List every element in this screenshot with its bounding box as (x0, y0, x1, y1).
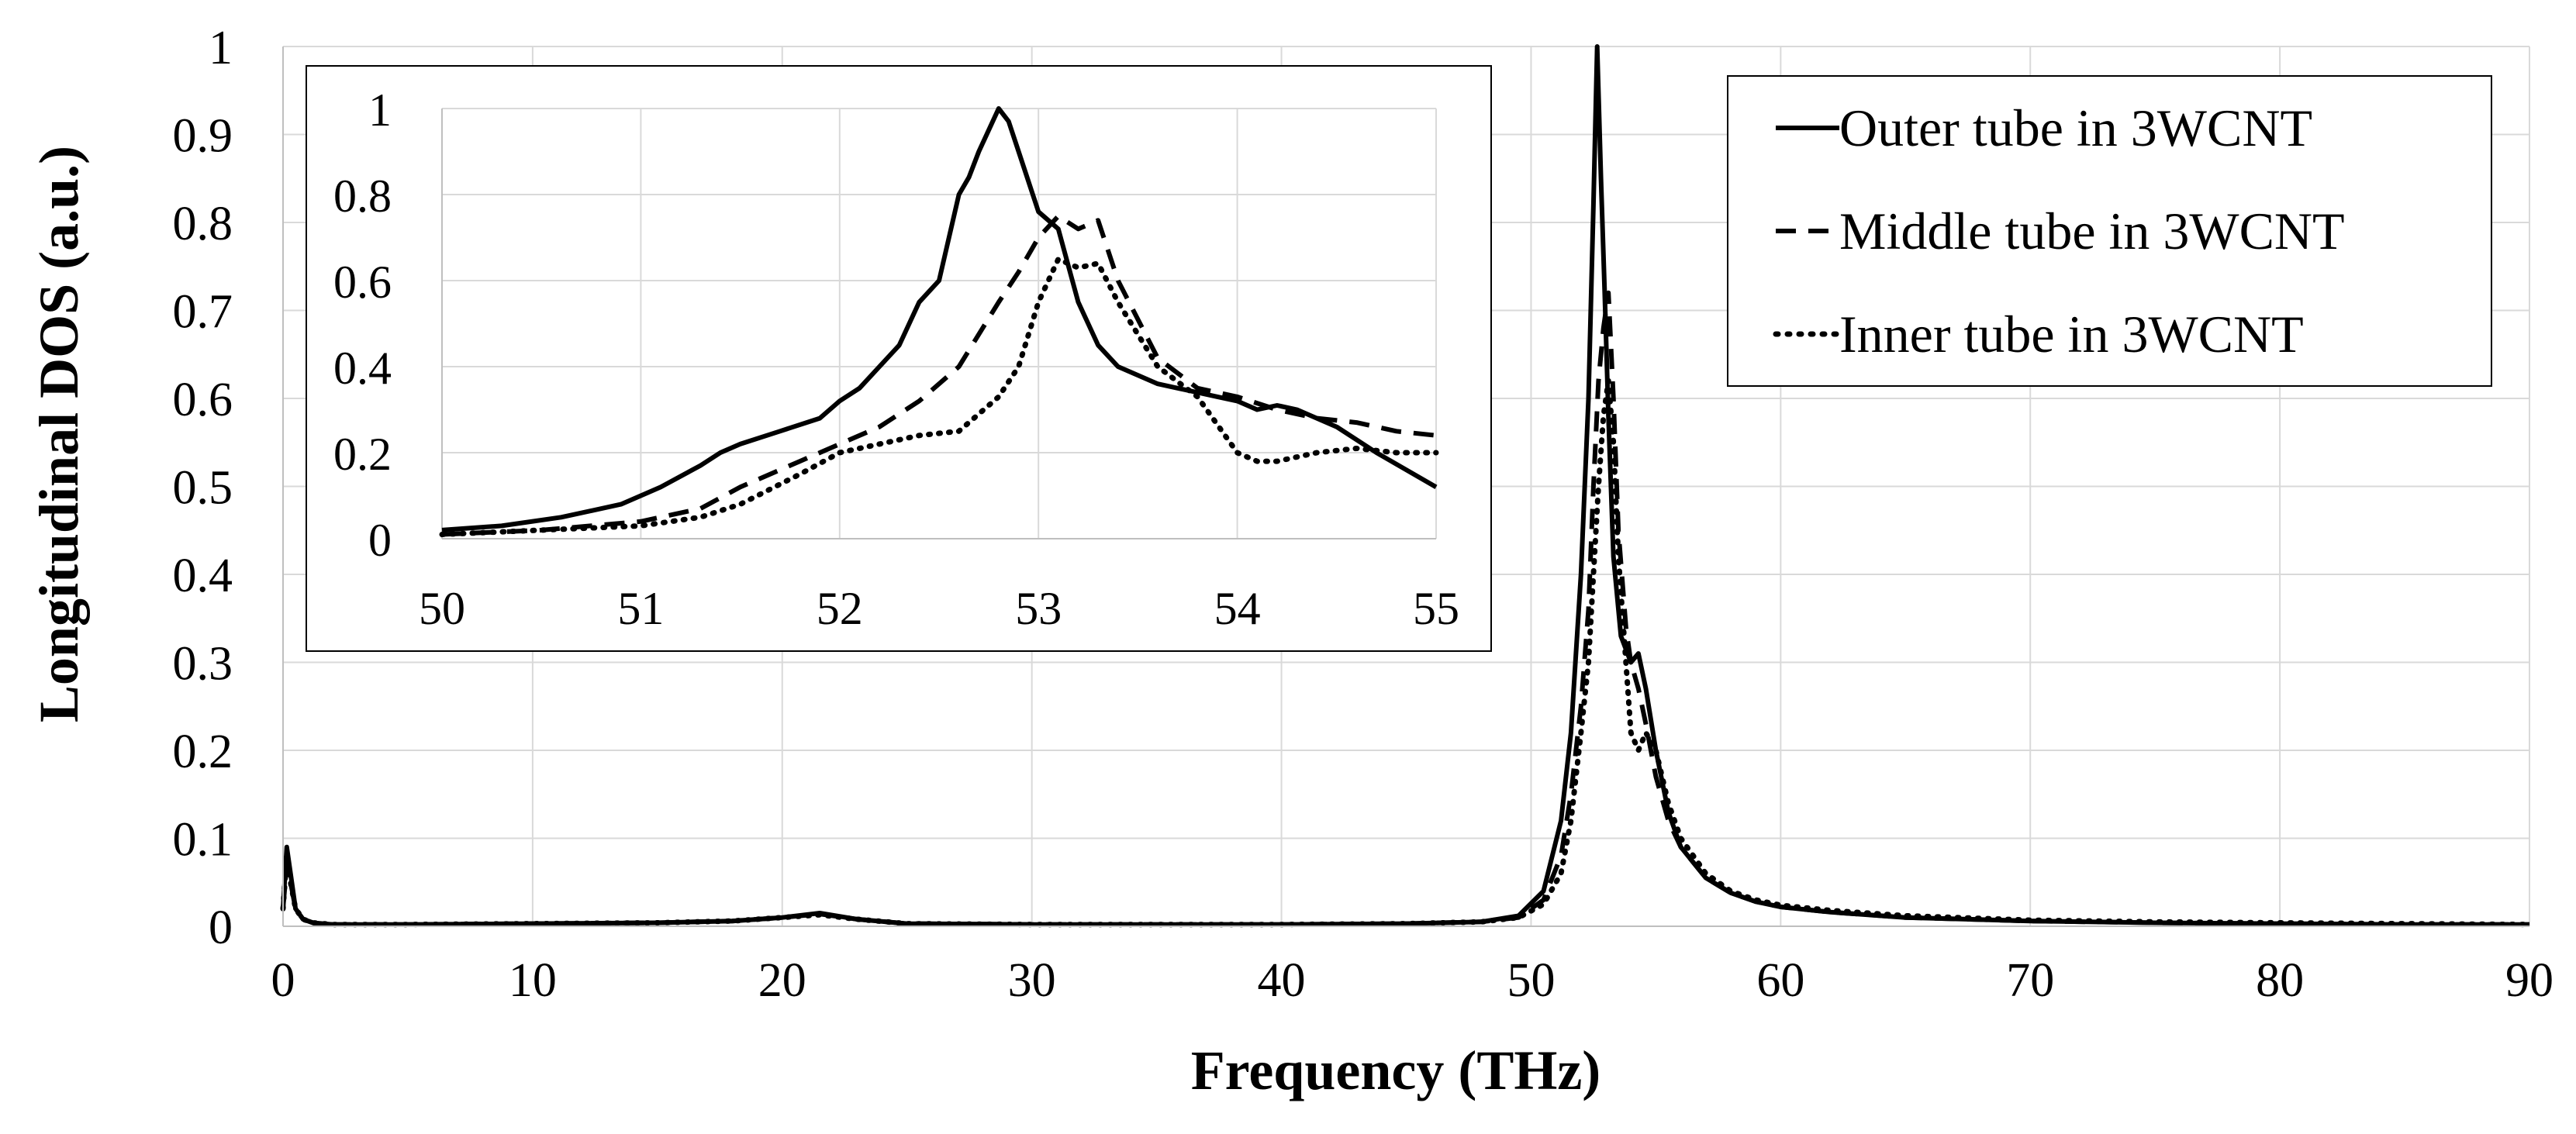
x-tick-label: 53 (1015, 583, 1062, 634)
y-tick-label: 0.1 (173, 814, 233, 867)
legend-frame (1727, 75, 2492, 387)
y-tick-label: 0.2 (333, 429, 392, 480)
x-tick-label: 0 (271, 954, 295, 1007)
series-line-outer-inset (441, 106, 1438, 533)
y-tick-label: 0.6 (173, 374, 233, 426)
legend-label-inner: Inner tube in 3WCNT (1839, 305, 2304, 364)
inset-tick-labels: 50 51 52 53 54 55 0 0.2 0.4 0.6 0.8 1 (333, 84, 1459, 634)
x-tick-label: 51 (617, 583, 664, 634)
y-tick-label: 0.3 (173, 638, 233, 691)
x-tick-label: 50 (1507, 954, 1555, 1007)
x-tick-label: 55 (1413, 583, 1459, 634)
inset-series-group (439, 106, 1439, 537)
y-tick-label: 0 (368, 515, 392, 566)
x-tick-label: 60 (1756, 954, 1804, 1007)
y-tick-label: 0.4 (173, 550, 233, 602)
x-tick-label: 90 (2505, 954, 2554, 1007)
x-tick-label: 52 (817, 583, 863, 634)
x-tick-label: 20 (758, 954, 806, 1007)
y-tick-label: 0.7 (173, 286, 233, 339)
y-tick-label: 0.8 (173, 198, 233, 250)
x-tick-label: 30 (1008, 954, 1056, 1007)
y-tick-label: 0.5 (173, 462, 233, 515)
inset-chart: 50 51 52 53 54 55 0 0.2 0.4 0.6 0.8 1 (306, 65, 1492, 652)
x-tick-label: 40 (1258, 954, 1306, 1007)
legend-label-outer: Outer tube in 3WCNT (1839, 98, 2312, 157)
y-tick-label: 1 (209, 22, 233, 74)
x-axis-title: Frequency (THz) (1191, 1039, 1601, 1101)
series-line-middle-inset (441, 213, 1437, 537)
y-tick-label: 1 (368, 84, 392, 136)
y-tick-label: 0.2 (173, 726, 233, 778)
y-tick-label: 0.4 (333, 343, 392, 394)
series-line-inner (280, 377, 2533, 928)
legend-label-middle: Middle tube in 3WCNT (1839, 202, 2345, 260)
series-line-middle (281, 290, 2529, 927)
x-tick-label: 80 (2256, 954, 2304, 1007)
main-series-group (280, 44, 2533, 928)
legend: Outer tube in 3WCNT Middle tube in 3WCNT… (1727, 75, 2492, 387)
y-tick-label: 0.6 (333, 257, 392, 308)
main-tick-labels: 0 10 20 30 40 50 60 70 80 9000.10.20.30.40.50.60.… (173, 22, 2554, 1007)
inset-frame (306, 65, 1492, 652)
y-tick-label: 0.8 (333, 171, 392, 222)
x-tick-label: 54 (1214, 583, 1261, 634)
y-tick-label: 0 (209, 901, 233, 954)
x-tick-label: 50 (419, 583, 465, 634)
y-axis-title: Longitudinal DOS (a.u.) (28, 146, 90, 722)
series-line-inner-inset (439, 256, 1439, 537)
main-axes (282, 47, 2529, 927)
x-tick-label: 10 (509, 954, 557, 1007)
x-tick-label: 70 (2006, 954, 2054, 1007)
y-tick-label: 0.9 (173, 110, 233, 163)
